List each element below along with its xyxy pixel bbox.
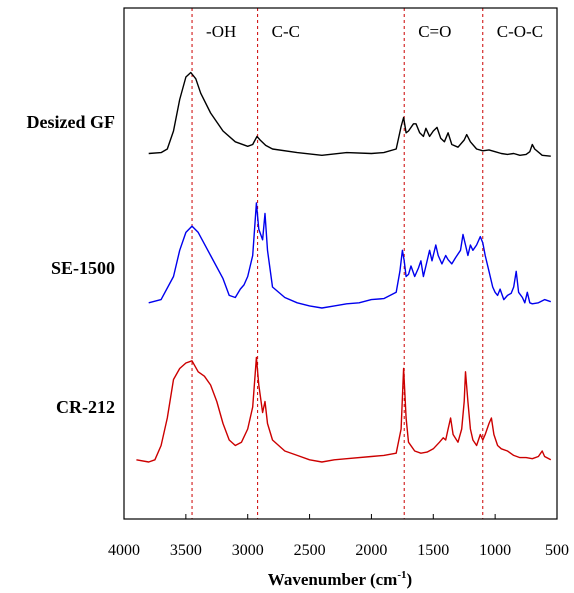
reference-lines [191,8,484,519]
x-tick-label-5: 1500 [417,542,449,559]
band-label-3: C-O-C [497,22,543,41]
spectra [136,71,552,463]
series-label-0: Desized GF [27,112,115,132]
series-label-2: CR-212 [56,397,115,417]
band-label-1: C-C [272,22,300,41]
x-tick-labels: 4000 3500 3000 2500 2000 1500 1000 500 [108,542,569,559]
x-ticks [123,514,558,519]
spectrum-cr-212 [136,356,552,463]
x-tick-label-7: 500 [545,542,569,559]
x-tick-label-6: 1000 [479,542,511,559]
band-labels: -OH C-C C=O C-O-C [206,22,543,41]
series-labels: Desized GF SE-1500 CR-212 [27,112,115,417]
x-tick-label-2: 3000 [232,542,264,559]
plot-frame [123,7,558,520]
x-tick-label-3: 2500 [294,542,326,559]
band-label-2: C=O [418,22,451,41]
x-axis-title: Wavenumber (cm-1) [268,569,412,589]
series-label-1: SE-1500 [51,258,115,278]
spectrum-desized-gf [148,71,551,157]
x-tick-label-0: 4000 [108,542,140,559]
band-label-0: -OH [206,22,236,41]
x-tick-label-4: 2000 [355,542,387,559]
x-tick-label-1: 3500 [170,542,202,559]
spectrum-se-1500 [148,202,552,309]
